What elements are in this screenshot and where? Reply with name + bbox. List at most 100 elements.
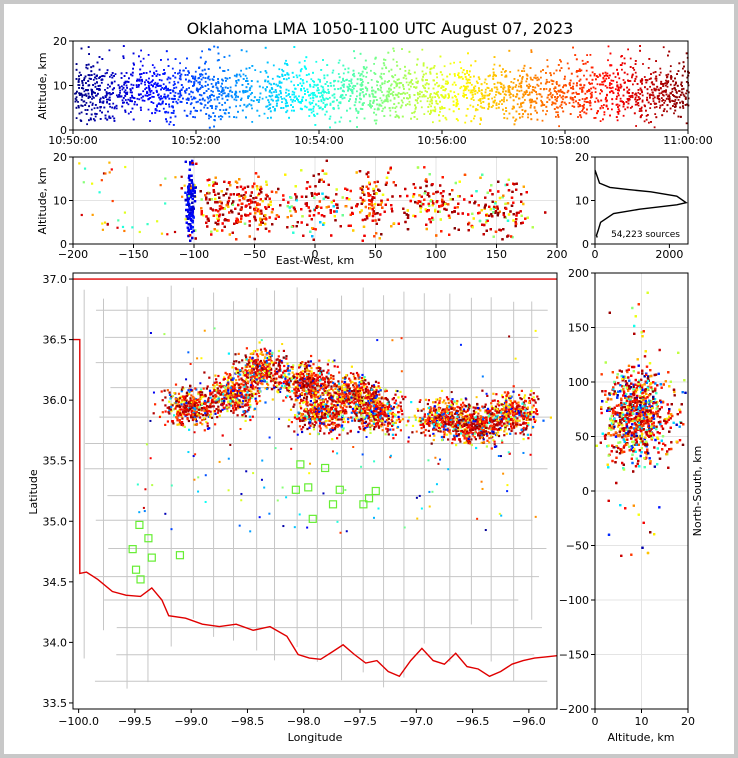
time-height-point <box>578 99 581 101</box>
time-height-point <box>410 117 412 120</box>
time-height-point <box>311 102 314 104</box>
time-height-point <box>173 83 176 85</box>
time-height-point <box>529 85 532 87</box>
time-height-point <box>682 93 685 96</box>
time-height-point <box>332 84 335 87</box>
time-height-point <box>653 89 656 91</box>
time-height-point <box>388 91 390 94</box>
time-height-point <box>416 63 418 66</box>
time-height-point <box>542 109 544 112</box>
time-height-point <box>180 88 183 91</box>
time-height-point <box>392 58 395 61</box>
time-height-point <box>371 86 373 89</box>
time-height-point <box>310 92 313 95</box>
time-height-point <box>517 69 520 72</box>
time-height-point <box>163 69 165 71</box>
time-height-point <box>190 95 193 98</box>
time-height-point <box>151 112 153 115</box>
time-height-point <box>474 90 477 92</box>
time-height-point <box>356 90 358 93</box>
time-height-point <box>309 94 312 96</box>
time-height-point <box>322 98 325 100</box>
time-height-point <box>447 97 450 99</box>
time-height-point <box>521 77 524 79</box>
time-height-point <box>662 83 665 85</box>
time-height-point <box>182 86 184 89</box>
time-height-point <box>379 75 382 78</box>
time-height-point <box>80 74 82 76</box>
time-height-point <box>363 102 365 104</box>
time-height-point <box>572 92 575 94</box>
time-height-point <box>525 80 528 83</box>
time-height-point <box>163 93 166 96</box>
time-height-point <box>75 106 78 109</box>
time-height-point <box>281 101 283 103</box>
time-height-point <box>89 96 92 98</box>
time-height-point <box>148 94 150 96</box>
time-height-point <box>536 118 539 121</box>
time-height-point <box>413 94 416 96</box>
time-height-point <box>77 79 80 82</box>
time-height-point <box>127 81 130 83</box>
time-height-point <box>484 94 486 97</box>
time-height-point <box>606 99 608 102</box>
time-height-point <box>278 82 281 84</box>
time-height-point <box>447 93 450 96</box>
time-height-point <box>659 104 662 107</box>
time-height-point <box>686 76 689 79</box>
time-height-point <box>376 103 379 106</box>
time-height-point <box>80 120 83 122</box>
time-height-point <box>583 100 586 103</box>
time-height-point <box>421 48 424 51</box>
time-height-point <box>99 118 102 120</box>
time-height-point <box>529 76 532 79</box>
time-height-point <box>401 48 403 50</box>
time-height-point <box>129 97 132 99</box>
time-height-point <box>495 74 497 77</box>
time-height-point <box>146 90 148 93</box>
time-height-point <box>474 109 477 112</box>
time-height-point <box>316 83 319 86</box>
time-height-point <box>103 106 106 109</box>
time-height-point <box>559 69 561 72</box>
time-height-point <box>193 84 195 87</box>
time-height-point <box>300 68 303 70</box>
time-height-point <box>142 95 144 98</box>
time-height-point <box>439 55 442 58</box>
time-height-point <box>503 96 506 99</box>
time-height-point <box>687 91 690 94</box>
time-height-point <box>602 106 604 109</box>
time-height-point <box>118 87 121 90</box>
time-height-point <box>623 57 626 60</box>
time-height-point <box>85 95 88 97</box>
time-height-point <box>467 81 470 84</box>
time-height-point <box>212 112 215 114</box>
time-height-point <box>526 74 529 77</box>
time-height-point <box>508 112 511 115</box>
time-height-point <box>97 92 99 95</box>
time-height-point <box>98 77 101 79</box>
time-height-point <box>531 79 534 81</box>
time-height-panel: 10:50:00 10:52:00 10:54:00 10:56:00 10:58:00… <box>36 35 713 147</box>
time-height-point <box>491 88 493 90</box>
time-height-point <box>453 81 456 84</box>
time-height-point <box>305 67 307 70</box>
time-height-point <box>122 86 125 89</box>
time-height-point <box>635 94 638 97</box>
time-height-point <box>235 81 238 84</box>
time-height-point <box>426 91 428 93</box>
time-height-point <box>139 68 142 71</box>
time-height-point <box>619 100 622 103</box>
time-height-point <box>98 68 101 71</box>
time-height-point <box>391 106 394 109</box>
time-height-point <box>258 96 261 99</box>
time-height-point <box>680 83 682 86</box>
time-height-point <box>502 88 505 91</box>
time-height-point <box>627 98 629 101</box>
time-height-point <box>439 100 441 103</box>
time-height-point <box>541 104 544 106</box>
time-height-point <box>337 80 340 83</box>
time-height-point <box>671 90 674 93</box>
time-height-point <box>192 75 194 78</box>
time-height-point <box>616 119 619 122</box>
